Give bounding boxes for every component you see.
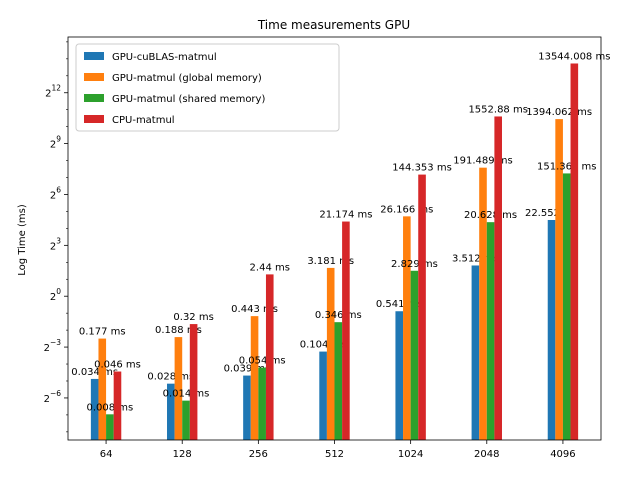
bar-series3-cat0 xyxy=(113,371,122,440)
data-label-series3-cat6: 13544.008 ms xyxy=(538,51,610,62)
legend-swatch-2 xyxy=(84,94,104,102)
y-tick-label-0: 2−6 xyxy=(44,389,62,405)
data-label-series0-cat6: 22.552 ms xyxy=(525,208,578,219)
bar-series3-cat3 xyxy=(342,221,350,440)
bar-series0-cat3 xyxy=(319,351,327,440)
y-tick-label-3: 23 xyxy=(50,236,61,252)
data-label-series0-cat4: 0.541 ms xyxy=(376,299,423,310)
bar-series0-cat5 xyxy=(471,265,480,440)
bar-series3-cat6 xyxy=(570,63,579,441)
bar-series1-cat6 xyxy=(555,119,563,441)
data-label-series2-cat6: 151.366 ms xyxy=(537,161,596,172)
y-tick-label-6: 212 xyxy=(45,84,61,100)
data-label-series2-cat3: 0.346 ms xyxy=(315,310,362,321)
data-label-series1-cat1: 0.188 ms xyxy=(155,325,202,336)
data-label-series1-cat0: 0.177 ms xyxy=(79,327,126,338)
bar-series3-cat4 xyxy=(418,174,426,440)
x-tick-label-0: 64 xyxy=(100,449,113,460)
bar-series1-cat4 xyxy=(403,216,411,440)
data-label-series2-cat0: 0.008 ms xyxy=(86,402,133,413)
bar-series1-cat1 xyxy=(174,337,183,440)
bar-series2-cat2 xyxy=(258,367,266,440)
data-label-series1-cat6: 1394.062 ms xyxy=(526,107,592,118)
data-label-series2-cat4: 2.829 ms xyxy=(391,259,438,270)
bar-series0-cat4 xyxy=(395,311,404,440)
data-label-series0-cat2: 0.039 ms xyxy=(224,364,271,375)
legend-swatch-1 xyxy=(84,73,104,81)
y-tick-label-5: 29 xyxy=(50,135,61,151)
legend-label-2: GPU-matmul (shared memory) xyxy=(112,94,265,105)
data-label-series1-cat2: 0.443 ms xyxy=(231,304,278,315)
data-label-series3-cat1: 0.32 ms xyxy=(173,312,213,323)
bar-series2-cat5 xyxy=(486,222,495,440)
bar-series2-cat3 xyxy=(334,322,343,440)
x-tick-label-5: 2048 xyxy=(474,449,499,460)
bar-series1-cat2 xyxy=(250,316,259,440)
bar-series2-cat6 xyxy=(562,173,571,441)
data-label-series2-cat1: 0.014 ms xyxy=(163,389,210,400)
data-label-series3-cat0: 0.046 ms xyxy=(94,360,141,371)
legend: GPU-cuBLAS-matmul GPU-matmul (global memo… xyxy=(75,43,340,132)
data-label-series0-cat5: 3.512 ms xyxy=(452,253,499,264)
y-tick-label-1: 2−3 xyxy=(44,338,62,354)
legend-label-3: CPU-matmul xyxy=(112,115,175,126)
legend-label-0: GPU-cuBLAS-matmul xyxy=(112,52,217,63)
data-label-series3-cat5: 1552.88 ms xyxy=(468,104,527,115)
data-label-series2-cat2: 0.054 ms xyxy=(239,356,286,367)
x-tick-label-1: 128 xyxy=(173,449,192,460)
x-tick-label-4: 1024 xyxy=(398,449,423,460)
chart-title: Time measurements GPU xyxy=(257,18,410,32)
data-label-series1-cat5: 191.489 ms xyxy=(453,156,512,167)
data-label-series2-cat5: 20.628 ms xyxy=(464,210,517,221)
data-label-series0-cat0: 0.034 ms xyxy=(71,367,118,378)
data-label-series0-cat1: 0.028 ms xyxy=(147,372,194,383)
bar-series1-cat5 xyxy=(479,167,487,441)
x-tick-label-6: 4096 xyxy=(550,449,575,460)
legend-swatch-3 xyxy=(84,115,104,123)
bar-series3-cat5 xyxy=(494,116,502,440)
bar-series0-cat6 xyxy=(547,219,556,440)
x-tick-label-2: 256 xyxy=(249,449,268,460)
legend-box xyxy=(75,43,340,132)
bar-series2-cat0 xyxy=(106,414,114,440)
legend-swatch-0 xyxy=(84,52,104,60)
y-tick-label-4: 26 xyxy=(50,185,61,201)
data-label-series3-cat2: 2.44 ms xyxy=(250,262,290,273)
data-label-series3-cat4: 144.353 ms xyxy=(392,163,451,174)
bar-series3-cat2 xyxy=(265,274,274,440)
data-label-series0-cat3: 0.104 ms xyxy=(300,340,347,351)
legend-label-1: GPU-matmul (global memory) xyxy=(112,73,262,84)
y-axis-label: Log Time (ms) xyxy=(17,204,28,276)
bar-series0-cat1 xyxy=(167,383,175,440)
bar-series3-cat1 xyxy=(189,324,198,440)
bar-series1-cat0 xyxy=(98,338,107,440)
bar-series2-cat1 xyxy=(182,400,190,440)
plot-area: 0.034 ms 0.028 ms 0.039 ms 0.104 ms 0.541 ms… xyxy=(44,36,610,460)
data-label-series1-cat3: 3.181 ms xyxy=(307,256,354,267)
bar-series0-cat0 xyxy=(90,378,99,440)
data-label-series3-cat3: 21.174 ms xyxy=(319,210,372,221)
bar-series0-cat2 xyxy=(243,375,251,440)
y-tick-label-2: 20 xyxy=(50,287,61,303)
bar-series2-cat4 xyxy=(410,270,419,440)
data-label-series1-cat4: 26.166 ms xyxy=(380,204,433,215)
bar-series1-cat3 xyxy=(326,267,335,440)
x-tick-label-3: 512 xyxy=(325,449,344,460)
